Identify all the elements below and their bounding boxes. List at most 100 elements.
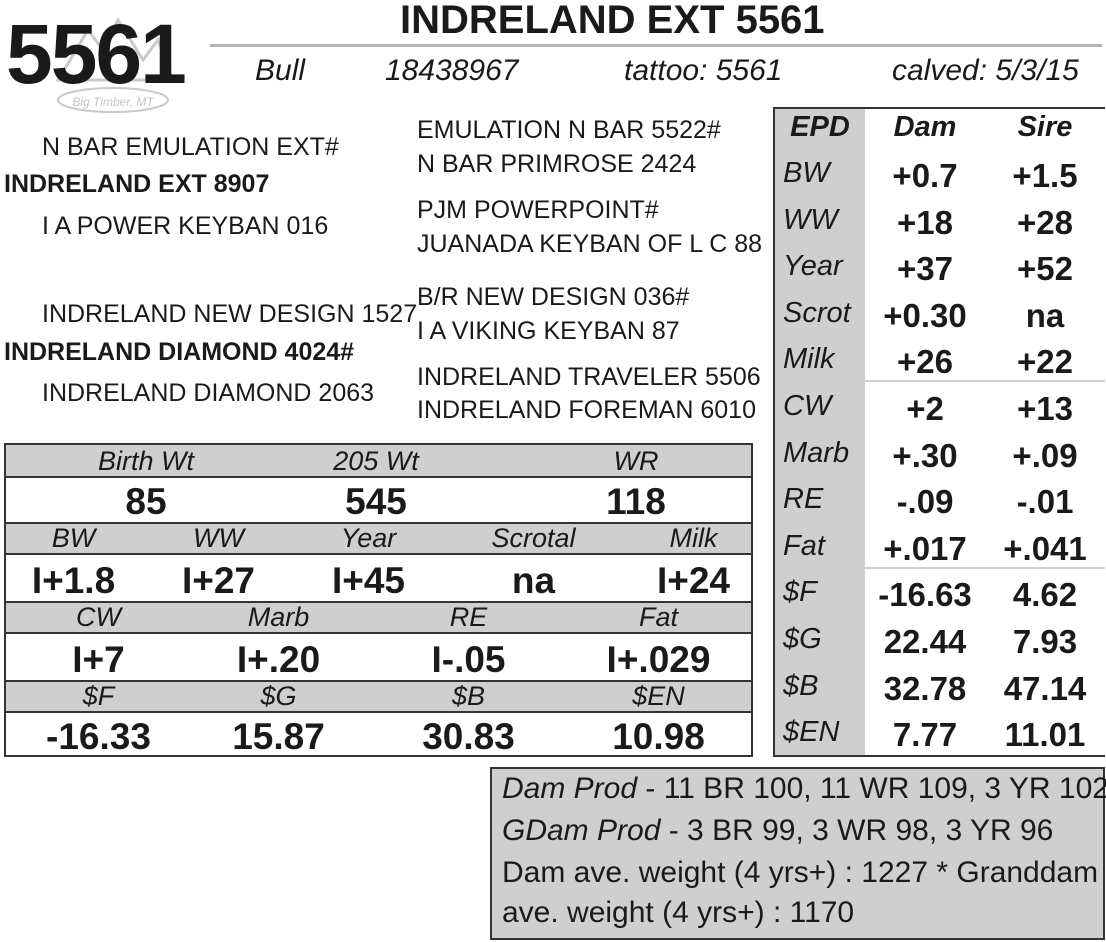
ranch-logo: Big Timber, MT [55,16,176,113]
pedigree-dd-dam: INDRELAND FOREMAN 6010 [417,396,756,424]
pedigree-dam: INDRELAND DIAMOND 4024# [4,338,355,366]
epd-dam-scrot: +0.30 [883,297,967,334]
perf-header-year: Year [340,523,397,553]
epd-sire-milk: +22 [1017,343,1073,380]
calved-date: calved: 5/3/15 [892,54,1079,87]
pedigree-dam-sire: INDRELAND NEW DESIGN 1527 [42,300,418,328]
perf-header-band-4 [6,680,751,713]
perf-value-cw: I+7 [72,639,125,680]
perf-value-re: I-.05 [431,639,506,680]
perf-value-milk: I+24 [656,560,731,601]
epd-dam-b: 32.78 [883,670,967,707]
epd-dam-cw: +2 [906,390,944,427]
registration-number: 18438967 [385,54,519,87]
pedigree-dd-sire: INDRELAND TRAVELER 5506 [417,363,761,391]
epd-label-f: $F [783,576,817,608]
pedigree-ss-sire: EMULATION N BAR 5522# [417,116,721,144]
epd-sire-b: 47.14 [1003,670,1087,707]
animal-name: INDRELAND EXT 5561 [400,0,825,42]
perf-header-marb: Marb [247,602,310,632]
epd-dam-re: -.09 [896,483,954,520]
epd-dam-f: -16.63 [878,576,972,613]
epd-label-marb: Marb [783,437,850,469]
gdam-prod-values: - 3 BR 99, 3 WR 98, 3 YR 96 [660,814,1054,847]
performance-grid: Birth Wt 205 Wt WR 85 545 118 BW WW Year… [4,443,753,757]
perf-value-bw: I+1.8 [31,560,116,601]
perf-header-f: $F [82,681,115,711]
perf-header-wr: WR [613,446,659,476]
perf-header-band-3 [6,601,751,634]
tattoo: tattoo: 5561 [624,54,783,87]
pedigree-sire-sire: N BAR EMULATION EXT# [42,133,339,161]
epd-label-cw: CW [783,390,832,422]
perf-value-f: -16.33 [46,716,151,757]
perf-value-g: 15.87 [232,716,325,757]
epd-sire-ww: +28 [1017,204,1073,241]
epd-dam-bw: +0.7 [892,157,958,194]
perf-header-band-1 [6,445,751,478]
perf-header-re: RE [449,602,488,632]
perf-header-g: $G [260,681,297,711]
epd-sire-year: +52 [1017,250,1073,287]
epd-sire-fat: +.041 [1003,530,1087,567]
pedigree-sire-dam: I A POWER KEYBAN 016 [42,212,329,240]
epd-sire-marb: +.09 [1012,437,1078,474]
perf-value-205-wt: 545 [345,481,407,522]
epd-dam-year: +37 [897,250,953,287]
perf-value-scrotal: na [511,560,556,601]
epd-sire-scrot: na [1025,297,1065,334]
gdam-prod-label: GDam Prod [502,814,661,847]
epd-label-ww: WW [783,204,838,236]
perf-value-b: 30.83 [422,716,515,757]
perf-header-milk: Milk [669,523,718,553]
perf-header-scrotal: Scrotal [491,523,576,553]
perf-header-ww: WW [193,523,244,553]
perf-header-fat: Fat [638,602,678,632]
perf-header-bw: BW [51,523,96,553]
epd-sire-cw: +13 [1017,390,1073,427]
epd-sire-en: 11.01 [1004,716,1086,753]
pedigree-sire: INDRELAND EXT 8907 [4,170,270,198]
pedigree-dam-dam: INDRELAND DIAMOND 2063 [42,379,375,407]
epd-header-sire: Sire [1017,111,1073,143]
epd-label-bw: BW [783,157,830,189]
epd-sire-g: 7.93 [1012,623,1078,660]
pedigree-ds-sire: B/R NEW DESIGN 036# [417,283,690,311]
granddam-production: GDam Prod - 3 BR 99, 3 WR 98, 3 YR 96 [502,816,1053,846]
epd-dam-en: 7.77 [892,716,958,753]
epd-table: EPD Dam Sire BW +0.7 +1.5 WW +18 +28 Year +37 +5… [773,107,1105,757]
perf-header-en: $EN [632,681,685,711]
dam-prod-values: - 11 BR 100, 11 WR 109, 3 YR 102 [637,772,1106,805]
pedigree-sd-sire: PJM POWERPOINT# [417,196,659,224]
perf-header-cw: CW [76,602,121,632]
epd-dam-ww: +18 [897,204,953,241]
epd-sire-bw: +1.5 [1012,157,1078,194]
pedigree-ds-dam: I A VIKING KEYBAN 87 [417,317,680,345]
epd-dam-g: 22.44 [883,623,967,660]
sex: Bull [255,54,306,87]
lot-number: 5561 [6,7,187,101]
production-notes: Dam Prod - 11 BR 100, 11 WR 109, 3 YR 10… [490,767,1106,940]
perf-header-205-wt: 205 Wt [333,446,419,476]
dam-prod-label: Dam Prod [502,772,638,805]
perf-header-band-2 [6,522,751,555]
pedigree-sd-dam: JUANADA KEYBAN OF L C 88 [417,230,763,258]
epd-label-milk: Milk [783,343,835,375]
epd-header-label: EPD [790,111,850,143]
epd-label-b: $B [783,670,819,702]
epd-sire-re: -.01 [1016,483,1074,520]
perf-header-b: $B [451,681,486,711]
epd-label-scrot: Scrot [783,297,851,329]
dam-average-weight: Dam ave. weight (4 yrs+) : 1227 * Grandd… [502,856,1099,889]
pedigree-ss-dam: N BAR PRIMROSE 2424 [417,150,697,178]
epd-dam-milk: +26 [897,343,953,380]
epd-header-dam: Dam [893,111,957,143]
epd-label-year: Year [783,250,843,282]
epd-separator-2 [865,567,1105,569]
granddam-average-weight: ave. weight (4 yrs+) : 1170 [502,896,855,929]
perf-value-marb: I+.20 [236,639,321,680]
logo-text: Big Timber, MT [72,95,155,109]
perf-value-ww: I+27 [181,560,256,601]
epd-label-en: $EN [783,716,840,748]
epd-label-g: $G [783,623,822,655]
